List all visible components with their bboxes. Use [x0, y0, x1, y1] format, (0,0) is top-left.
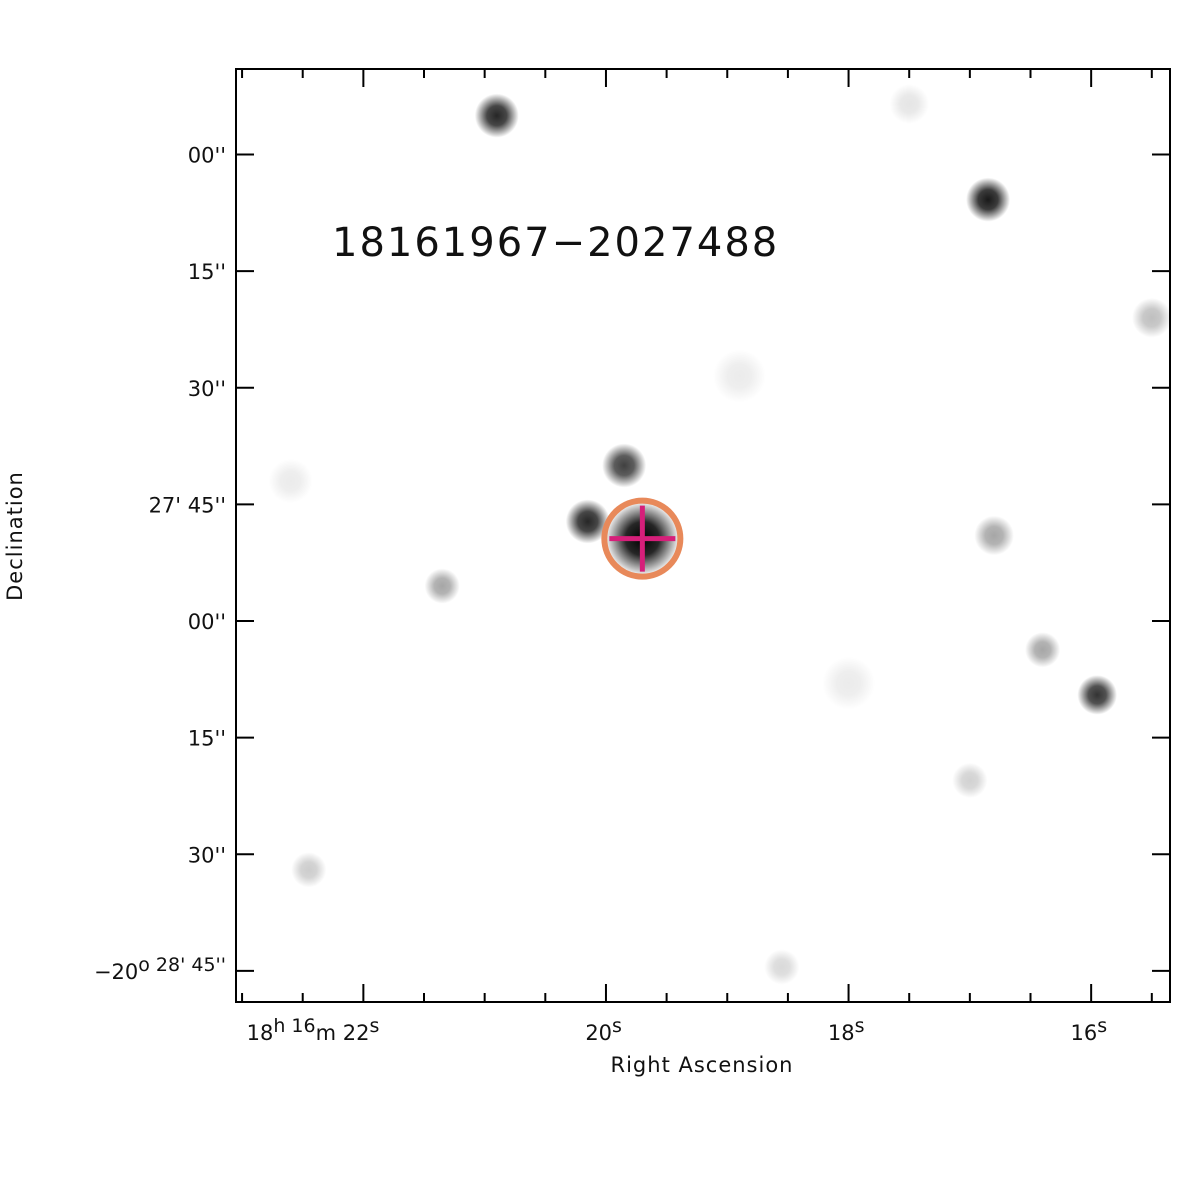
y-axis-title: Declination — [3, 471, 27, 601]
sky-image — [268, 84, 1170, 985]
y-tick-label: 15'' — [188, 260, 226, 284]
target-circle — [601, 497, 684, 580]
x-tick-labels: 18h 16m 22s 20s 18s 16s — [247, 1015, 1108, 1045]
source-16 — [712, 349, 766, 403]
y-tick-label: 30'' — [188, 377, 226, 401]
source-13 — [764, 949, 800, 985]
image-background — [236, 69, 1170, 1002]
source-8 — [1025, 632, 1061, 668]
x-tick-label: 18s — [828, 1015, 865, 1045]
axis-ticks — [236, 69, 1170, 1002]
x-axis-title: Right Ascension — [611, 1053, 794, 1077]
source-10 — [1132, 298, 1170, 338]
x-tick-label: 20s — [585, 1015, 622, 1045]
source-11 — [952, 762, 988, 799]
source-9 — [1077, 675, 1118, 715]
source-6 — [974, 515, 1014, 556]
source-14 — [268, 459, 313, 504]
y-tick-label: 00'' — [188, 610, 226, 634]
source-17 — [822, 656, 875, 710]
source-1 — [474, 93, 519, 138]
plot-frame — [235, 68, 1171, 1003]
object-label: 18161967−2027488 — [332, 220, 779, 266]
source-15 — [889, 84, 930, 124]
source-2 — [966, 177, 1011, 222]
target-marker — [601, 497, 684, 580]
x-tick-label: 16s — [1071, 1015, 1108, 1045]
source-7 — [424, 568, 460, 604]
source-12 — [291, 852, 327, 888]
y-tick-label: 30'' — [188, 843, 226, 867]
y-tick-label: −20o 28' 45'' — [94, 954, 226, 984]
y-tick-labels: 00'' 15'' 30'' 27' 45'' 00'' 15'' 30'' −20o 28'… — [94, 144, 226, 984]
source-4 — [565, 499, 610, 544]
y-tick-label: 00'' — [188, 144, 226, 168]
y-tick-label: 15'' — [188, 727, 226, 751]
x-tick-label: 18h 16m 22s — [247, 1015, 380, 1045]
source-3 — [602, 443, 647, 488]
y-tick-label: 27' 45'' — [149, 493, 226, 517]
